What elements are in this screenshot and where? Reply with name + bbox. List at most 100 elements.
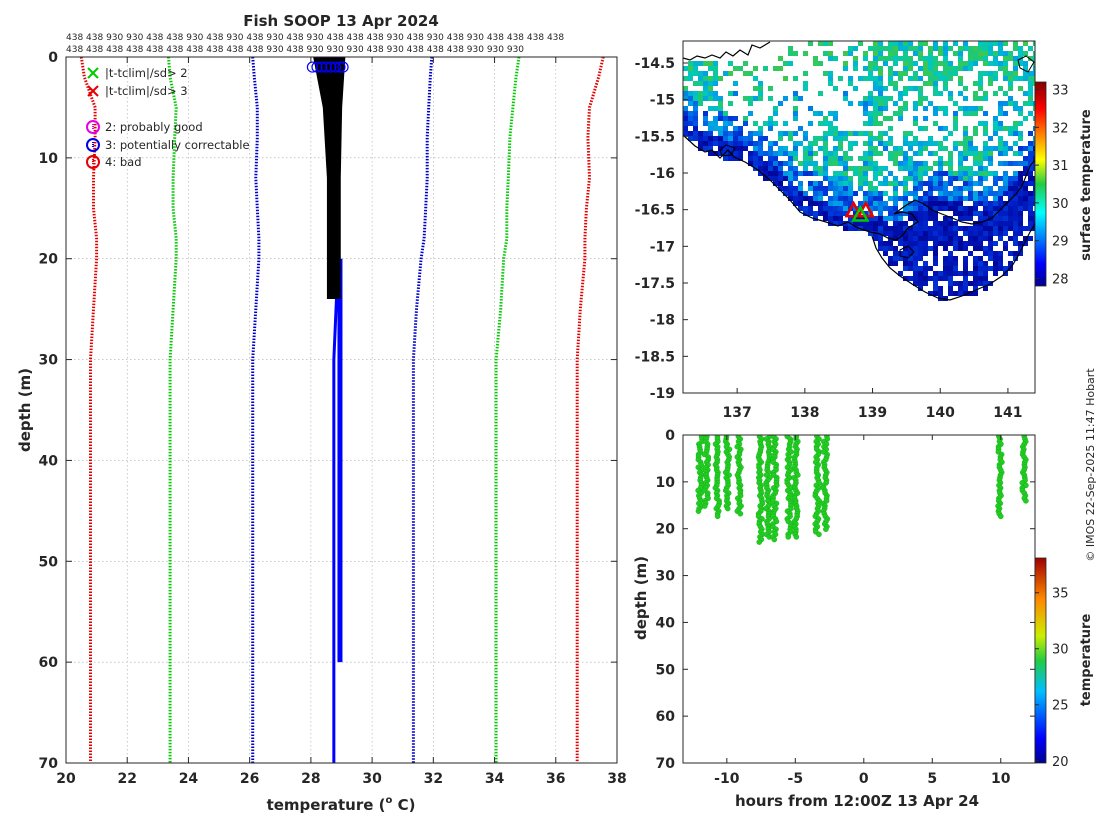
sst-pixel (913, 191, 918, 196)
sst-pixel (988, 41, 993, 46)
sst-pixel (878, 91, 883, 96)
sst-pixel (1003, 71, 1008, 76)
sst-pixel (923, 56, 928, 61)
sst-pixel (948, 61, 953, 66)
sst-pixel (763, 121, 768, 126)
sst-pixel (943, 296, 948, 301)
sst-pixel (963, 241, 968, 246)
sst-pixel (873, 96, 878, 101)
sst-pixel (798, 206, 803, 211)
sst-pixel (1013, 106, 1018, 111)
sst-pixel (1033, 216, 1035, 221)
sst-pixel (1013, 206, 1018, 211)
map-x-tick-label: 138 (790, 405, 819, 421)
sst-pixel (898, 116, 903, 121)
sst-pixel (983, 91, 988, 96)
sst-pixel (713, 96, 718, 101)
sst-pixel (908, 236, 913, 241)
sst-pixel (883, 86, 888, 91)
sst-pixel (833, 171, 838, 176)
sst-pixel (963, 176, 968, 181)
sst-pixel (893, 231, 898, 236)
sst-pixel (943, 261, 948, 266)
sst-pixel (1013, 201, 1018, 206)
sst-pixel (853, 66, 858, 71)
sst-pixel (793, 111, 798, 116)
sst-pixel (698, 91, 703, 96)
sst-pixel (978, 231, 983, 236)
sst-pixel (978, 81, 983, 86)
sst-pixel (848, 101, 853, 106)
sst-pixel (888, 256, 893, 261)
sst-pixel (928, 236, 933, 241)
sst-pixel (943, 266, 948, 271)
sst-pixel (798, 196, 803, 201)
sst-pixel (998, 176, 1003, 181)
sst-pixel (688, 66, 693, 71)
sst-pixel (973, 286, 978, 291)
sst-pixel (1033, 196, 1035, 201)
sst-pixel (713, 136, 718, 141)
sst-pixel (898, 111, 903, 116)
sst-pixel (928, 81, 933, 86)
sst-pixel (873, 41, 878, 46)
map-y-tick-label: -17 (650, 239, 675, 255)
sst-pixel (973, 236, 978, 241)
sst-pixel (963, 106, 968, 111)
sst-pixel (898, 231, 903, 236)
sst-pixel (723, 71, 728, 76)
sst-pixel (763, 176, 768, 181)
sst-pixel (818, 121, 823, 126)
sst-pixel (808, 196, 813, 201)
sst-pixel (833, 146, 838, 151)
sst-pixel (903, 236, 908, 241)
sst-pixel (698, 76, 703, 81)
sst-pixel (893, 216, 898, 221)
sst-pixel (893, 176, 898, 181)
sst-pixel (933, 216, 938, 221)
sst-pixel (683, 126, 688, 131)
xlabel-suffix: C) (392, 796, 415, 814)
sst-pixel (778, 131, 783, 136)
sst-pixel (918, 271, 923, 276)
sst-pixel (793, 106, 798, 111)
sst-pixel (793, 131, 798, 136)
sst-pixel (978, 196, 983, 201)
sst-pixel (923, 271, 928, 276)
sst-pixel (868, 96, 873, 101)
sst-pixel (913, 71, 918, 76)
sst-pixel (753, 66, 758, 71)
sst-pixel (948, 181, 953, 186)
sst-pixel (808, 201, 813, 206)
sst-pixel (893, 61, 898, 66)
sst-pixel (828, 206, 833, 211)
sst-pixel (973, 226, 978, 231)
sst-pixel (903, 156, 908, 161)
sst-pixel (923, 281, 928, 286)
sst-pixel (823, 51, 828, 56)
sst-pixel (913, 231, 918, 236)
sst-pixel (998, 266, 1003, 271)
sst-pixel (913, 121, 918, 126)
sst-pixel (963, 196, 968, 201)
sst-pixel (843, 186, 848, 191)
map-colorbar-label: surface temperature (1079, 109, 1094, 261)
sst-pixel (803, 136, 808, 141)
sst-pixel (773, 161, 778, 166)
sst-pixel (788, 176, 793, 181)
sst-pixel (743, 136, 748, 141)
x-tick-label: 22 (117, 771, 136, 787)
sst-pixel (863, 156, 868, 161)
sst-pixel (873, 106, 878, 111)
sst-pixel (848, 76, 853, 81)
sst-pixel (823, 146, 828, 151)
sst-pixel (758, 156, 763, 161)
sst-pixel (873, 101, 878, 106)
sst-pixel (913, 251, 918, 256)
sst-pixel (903, 136, 908, 141)
top-labels-row-2: 438 438 438 438 438 438 438 438 438 438 … (66, 45, 524, 55)
ts-data-point (724, 505, 731, 512)
sst-pixel (898, 166, 903, 171)
sst-pixel (993, 191, 998, 196)
sst-pixel (873, 216, 878, 221)
